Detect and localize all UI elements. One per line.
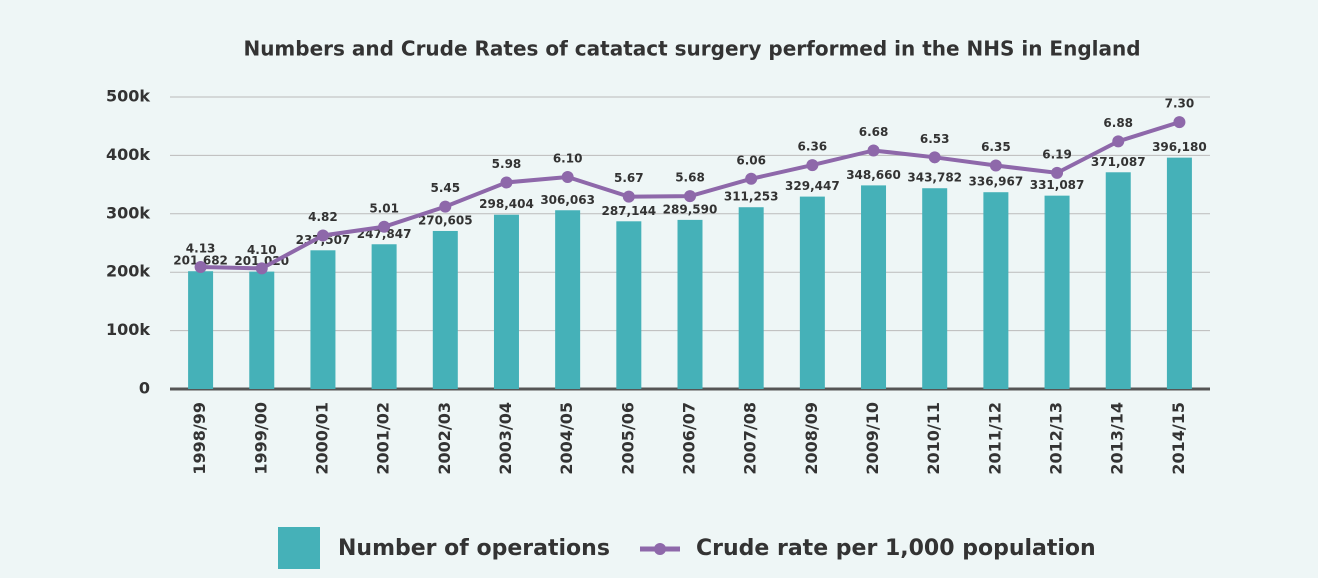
bar-value-label: 201,682: [173, 254, 228, 268]
bar: [493, 214, 519, 389]
bar: [1166, 157, 1192, 389]
bar: [432, 230, 458, 389]
bar-value-label: 201,020: [234, 254, 289, 268]
x-tick-label: 2000/01: [312, 402, 331, 475]
line-point: [622, 190, 635, 203]
bar: [616, 221, 642, 389]
bar: [861, 185, 887, 389]
line-value-label: 4.13: [186, 241, 216, 255]
line-value-label: 5.68: [675, 171, 705, 185]
line-point: [439, 200, 452, 213]
bar-value-label: 289,590: [663, 202, 718, 216]
bar: [555, 210, 581, 389]
bar: [1044, 195, 1070, 389]
bar: [677, 219, 703, 389]
legend-swatch-point: [654, 543, 666, 555]
bar-value-label: 336,967: [969, 175, 1024, 189]
legend-swatch: [278, 527, 320, 569]
bar-value-label: 270,605: [418, 213, 473, 227]
y-tick-label: 500k: [106, 87, 150, 106]
x-tick-label: 1998/99: [190, 402, 209, 475]
x-tick-label: 2003/04: [496, 402, 515, 475]
bar-value-label: 306,063: [540, 193, 595, 207]
bar-value-label: 287,144: [601, 204, 656, 218]
y-tick-label: 200k: [106, 262, 150, 281]
y-tick-label: 300k: [106, 203, 150, 222]
bar-value-label: 396,180: [1152, 140, 1207, 154]
bar: [249, 271, 275, 389]
line-point: [989, 159, 1002, 172]
line-point: [378, 220, 391, 233]
bar-value-label: 371,087: [1091, 155, 1146, 169]
bar: [310, 250, 336, 389]
bar: [799, 196, 825, 389]
x-tick-label: 2006/07: [680, 402, 699, 475]
x-tick-label: 2014/15: [1169, 402, 1188, 475]
line-point: [561, 170, 574, 183]
line-value-label: 5.67: [614, 171, 644, 185]
bar: [371, 244, 397, 389]
x-tick-label: 2011/12: [985, 402, 1004, 475]
y-tick-label: 400k: [106, 145, 150, 164]
line-value-label: 5.45: [430, 181, 460, 195]
line-point: [928, 151, 941, 164]
bar: [188, 271, 214, 389]
bar: [738, 207, 764, 389]
legend-label: Number of operations: [338, 536, 610, 561]
line-point: [316, 229, 329, 242]
line-value-label: 6.06: [736, 153, 766, 167]
line-point: [684, 190, 696, 203]
line-value-label: 5.01: [369, 201, 399, 215]
bar: [922, 188, 948, 389]
line-value-label: 5.98: [492, 157, 522, 171]
line-value-label: 6.68: [859, 125, 889, 139]
y-tick-label: 0: [139, 379, 150, 398]
line-value-label: 6.88: [1103, 116, 1133, 130]
line-value-label: 6.53: [920, 132, 950, 146]
line-value-label: 6.19: [1042, 147, 1072, 161]
line-value-label: 6.35: [981, 140, 1011, 154]
x-tick-label: 2013/14: [1108, 402, 1127, 475]
line-point: [1112, 135, 1125, 148]
y-tick-label: 100k: [106, 320, 150, 339]
x-tick-label: 1999/00: [251, 402, 270, 475]
line-point: [1051, 166, 1064, 179]
bar: [1105, 172, 1131, 389]
line-point: [255, 262, 268, 275]
line-point: [806, 159, 819, 172]
line-point: [1173, 116, 1186, 129]
line-value-label: 4.10: [247, 243, 277, 257]
x-tick-label: 2004/05: [557, 402, 576, 475]
bar: [983, 192, 1009, 389]
line-value-label: 7.30: [1165, 97, 1195, 111]
bar-value-label: 311,253: [724, 190, 779, 204]
x-tick-label: 2008/09: [802, 402, 821, 475]
bar-value-label: 298,404: [479, 197, 534, 211]
x-tick-label: 2002/03: [435, 402, 454, 475]
line-point: [745, 172, 758, 185]
line-value-label: 4.82: [308, 210, 338, 224]
line-point: [867, 144, 880, 157]
x-tick-label: 2009/10: [863, 402, 882, 475]
line-point: [194, 260, 207, 273]
line-value-label: 6.36: [798, 140, 828, 154]
x-tick-label: 2005/06: [618, 402, 637, 475]
bar-value-label: 331,087: [1030, 178, 1085, 192]
x-tick-label: 2012/13: [1047, 402, 1066, 475]
bar-value-label: 343,782: [907, 171, 962, 185]
bar-value-label: 329,447: [785, 179, 840, 193]
x-tick-label: 2001/02: [374, 402, 393, 475]
x-tick-label: 2010/11: [924, 402, 943, 475]
bar-value-label: 348,660: [846, 168, 901, 182]
legend-label: Crude rate per 1,000 population: [696, 536, 1096, 561]
line-value-label: 6.10: [553, 151, 583, 165]
line-point: [500, 176, 513, 189]
x-tick-label: 2007/08: [741, 402, 760, 475]
chart-title: Numbers and Crude Rates of catatact surg…: [243, 37, 1140, 61]
